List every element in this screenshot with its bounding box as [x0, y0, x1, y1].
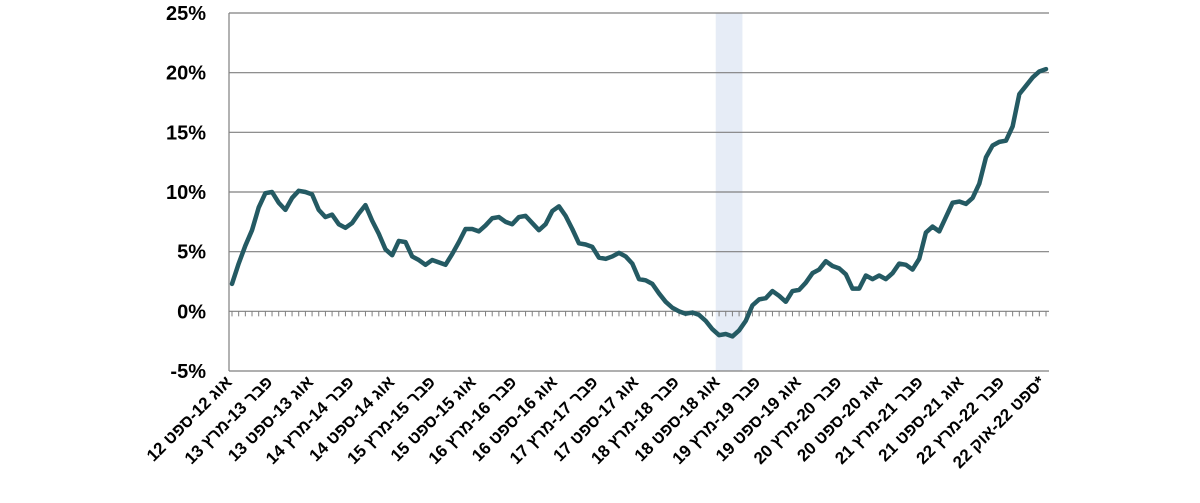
y-tick-label: 20% [166, 63, 206, 85]
x-axis-minor-ticks [231, 311, 1047, 317]
y-tick-label: 0% [177, 301, 206, 323]
y-tick-label: 10% [166, 182, 206, 204]
gridlines [229, 12, 1049, 372]
series-line [229, 66, 1049, 339]
y-tick-label: 15% [166, 122, 206, 144]
y-tick-label: 25% [166, 3, 206, 25]
y-axis-ticks: -5% 0% 5% 10% 15% 20% 25% [166, 3, 206, 383]
y-tick-label: -5% [170, 361, 206, 383]
y-tick-label: 5% [177, 242, 206, 264]
